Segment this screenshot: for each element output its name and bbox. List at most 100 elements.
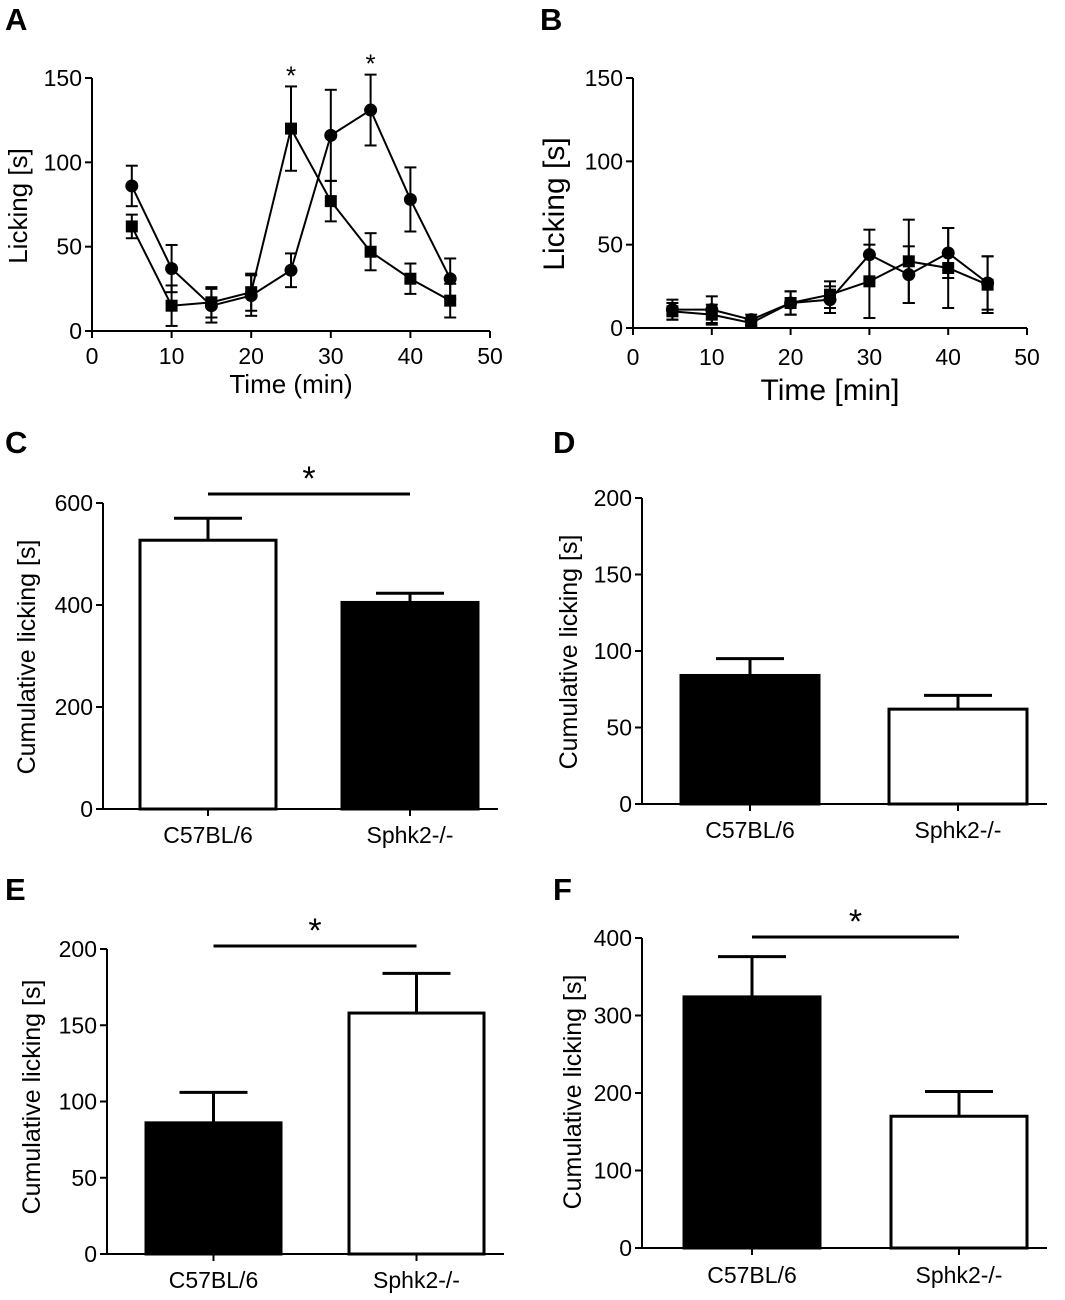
category-label: C57BL/6 — [705, 817, 795, 843]
panel-letter: E — [5, 872, 26, 907]
panel-letter: D — [553, 425, 575, 460]
x-tick-label: 50 — [477, 343, 503, 369]
y-tick-label: 200 — [55, 694, 93, 720]
panel-d: D 0 50 100 150 200 Cumulative licking [s] C57BL… — [553, 425, 1047, 843]
bar-c57bl6 — [682, 995, 822, 1250]
category-label: Sphk2-/- — [915, 817, 1002, 843]
x-tick-label: 30 — [857, 344, 883, 370]
y-tick-label: 300 — [594, 1003, 632, 1029]
data-point-square — [125, 220, 138, 233]
significance-star: * — [308, 912, 321, 950]
x-tick-label: 10 — [159, 343, 185, 369]
x-tick-label: 20 — [778, 344, 804, 370]
significance-star: * — [849, 903, 862, 941]
y-tick-label: 400 — [594, 925, 632, 951]
bar-sphk2 — [889, 1114, 1029, 1250]
panel-c: C 0 200 400 600 Cumulative licking [s] C57BL/6… — [5, 425, 498, 848]
y-axis-title: Licking [s] — [3, 148, 33, 264]
y-tick-label: 600 — [55, 490, 93, 516]
panel-letter: F — [553, 872, 572, 907]
y-tick-label: 0 — [619, 791, 632, 817]
y-axis-title: Cumulative licking [s] — [18, 980, 46, 1215]
data-point-circle — [324, 128, 338, 142]
panel-letter: B — [540, 2, 562, 37]
category-label: Sphk2-/- — [367, 822, 454, 848]
data-point-square — [902, 255, 915, 268]
x-tick-label: 0 — [627, 344, 640, 370]
category-label: C57BL/6 — [169, 1267, 259, 1293]
y-axis-title: Licking [s] — [538, 137, 571, 270]
data-point-circle — [165, 262, 179, 276]
category-label: Sphk2-/- — [373, 1267, 460, 1293]
data-point-square — [824, 288, 836, 301]
y-tick-label: 0 — [84, 1241, 97, 1267]
data-point-circle — [443, 272, 457, 286]
bar-c57bl6 — [679, 673, 821, 806]
category-label: C57BL/6 — [707, 1262, 797, 1288]
data-point-circle — [125, 179, 139, 193]
x-axis-title: Time (min) — [229, 369, 352, 399]
bar-sphk2 — [340, 600, 480, 811]
data-point-square — [666, 305, 679, 318]
y-tick-label: 100 — [59, 1089, 97, 1115]
y-axis-title: Cumulative licking [s] — [559, 975, 587, 1210]
data-point-square — [784, 297, 797, 309]
y-tick-label: 100 — [44, 149, 82, 175]
panel-e: E 0 50 100 150 200 Cumulative licking [s] C57BL… — [5, 872, 504, 1293]
y-tick-label: 100 — [585, 148, 623, 174]
data-point-square — [981, 278, 994, 291]
panel-a: A 0 50 100 150 0 10 20 30 40 50 Time (min) Licking [… — [3, 2, 503, 399]
x-axis-title: Time [min] — [761, 374, 900, 407]
y-axis-title: Cumulative licking [s] — [13, 540, 41, 775]
y-tick-label: 100 — [594, 1158, 632, 1184]
significance-star: * — [366, 49, 376, 79]
x-tick-label: 30 — [318, 343, 344, 369]
x-tick-label: 40 — [935, 344, 961, 370]
data-point-square — [404, 272, 417, 285]
bar-sphk2 — [347, 1011, 486, 1256]
y-tick-label: 50 — [597, 232, 623, 258]
data-point-circle — [284, 263, 298, 277]
y-tick-label: 150 — [585, 65, 623, 91]
panel-letter: A — [5, 2, 27, 37]
data-point-square — [245, 286, 258, 299]
bar-c57bl6 — [138, 538, 278, 811]
y-tick-label: 0 — [69, 318, 82, 344]
panel-f: F 0 100 200 300 400 Cumulative licking [s] C57B… — [553, 872, 1047, 1288]
y-tick-label: 200 — [594, 485, 632, 511]
bar-sphk2 — [887, 707, 1029, 806]
x-tick-label: 50 — [1014, 344, 1040, 370]
significance-star: * — [286, 60, 296, 90]
data-point-square — [285, 122, 297, 135]
y-tick-label: 0 — [610, 315, 623, 341]
data-point-square — [444, 294, 457, 307]
data-point-square — [165, 299, 178, 312]
bar-c57bl6 — [144, 1121, 283, 1256]
y-tick-label: 50 — [56, 234, 82, 260]
panel-letter: C — [5, 425, 27, 460]
y-tick-label: 50 — [606, 715, 632, 741]
data-point-square — [324, 195, 337, 208]
data-point-square — [705, 308, 718, 321]
significance-star: * — [302, 460, 315, 498]
y-tick-label: 200 — [594, 1080, 632, 1106]
x-tick-label: 40 — [398, 343, 424, 369]
data-point-square — [364, 245, 377, 258]
y-tick-label: 150 — [594, 562, 632, 588]
data-point-circle — [364, 103, 378, 117]
y-tick-label: 150 — [44, 65, 82, 91]
category-label: Sphk2-/- — [916, 1262, 1003, 1288]
data-point-square — [745, 317, 758, 329]
data-point-circle — [403, 192, 417, 206]
x-tick-label: 0 — [86, 343, 99, 369]
category-label: C57BL/6 — [163, 822, 253, 848]
y-axis-title: Cumulative licking [s] — [555, 535, 583, 770]
y-tick-label: 0 — [80, 796, 93, 822]
x-tick-label: 10 — [699, 344, 725, 370]
y-tick-label: 0 — [619, 1235, 632, 1261]
data-point-square — [863, 275, 876, 288]
y-tick-label: 400 — [55, 592, 93, 618]
y-tick-label: 100 — [594, 638, 632, 664]
x-tick-label: 20 — [238, 343, 264, 369]
y-tick-label: 50 — [71, 1165, 97, 1191]
